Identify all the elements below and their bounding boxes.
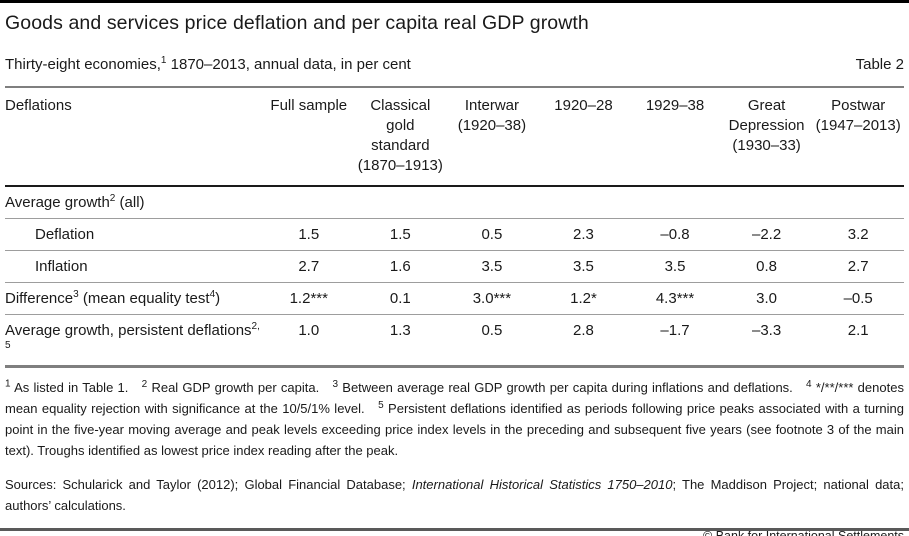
cell-value: 1.5 xyxy=(354,218,447,251)
cell-value: 3.2 xyxy=(812,218,904,251)
cell-value: 1.5 xyxy=(263,218,355,251)
column-header-full-sample: Full sample xyxy=(263,87,355,187)
footnote-marker-4: 4 xyxy=(806,378,812,390)
sources-text-cont: ; The Maddison Project; national data; a… xyxy=(5,477,904,513)
section-label: Average growth2 (all) xyxy=(5,186,904,219)
column-header-deflations: Deflations xyxy=(5,87,263,187)
section-label-text-cont: (all) xyxy=(115,194,145,211)
footnote-text-5: Persistent deflations identified as peri… xyxy=(5,401,904,458)
page-title: Goods and services price deflation and p… xyxy=(5,12,589,34)
table-header: Deflations Full sample Classical gold st… xyxy=(5,87,904,187)
subtitle-text: Thirty-eight economies, xyxy=(5,56,161,73)
table-row-deflation: Deflation 1.5 1.5 0.5 2.3 –0.8 –2.2 3.2 xyxy=(5,218,904,251)
cell-value: 0.5 xyxy=(481,322,503,339)
column-header-1929-38: 1929–38 xyxy=(629,87,721,187)
difference-label-mid: (mean equality test xyxy=(78,290,210,307)
footnote-marker-5: 5 xyxy=(378,399,384,411)
cell-value: 3.5 xyxy=(629,250,721,283)
column-header-interwar: Interwar (1920–38) xyxy=(446,87,538,187)
footnote-marker-3: 3 xyxy=(332,378,339,390)
footnotes-paragraph: 1 As listed in Table 1. 2 Real GDP growt… xyxy=(5,377,904,461)
footnote-marker-2: 2 xyxy=(141,378,148,390)
copyright-notice: © Bank for International Settlements xyxy=(703,529,904,536)
top-rule-bar xyxy=(0,0,909,3)
row-label-deflation: Deflation xyxy=(5,218,263,251)
cell-value: 2.7 xyxy=(812,250,904,283)
cell-value: 3.0 xyxy=(720,282,813,315)
difference-label-text: Difference xyxy=(5,290,74,307)
cell-value: 2.3 xyxy=(537,218,630,251)
cell-value: 0.1 xyxy=(354,282,447,315)
cell-value: 0.8 xyxy=(720,250,813,283)
cell-value: –3.3 xyxy=(751,322,782,339)
cell-value: 1.2*** xyxy=(263,282,355,315)
cell-value: 3.5 xyxy=(446,250,538,283)
table-row-section-average-growth-all: Average growth2 (all) xyxy=(5,186,904,219)
cell-value: 3.0*** xyxy=(446,282,538,315)
subtitle-footnote-marker: 1 xyxy=(160,55,167,66)
cell-value: –0.8 xyxy=(629,218,721,251)
column-header-1920-28: 1920–28 xyxy=(537,87,630,187)
bottom-rule-bar xyxy=(0,528,909,531)
column-header-great-depression: Great Depression (1930–33) xyxy=(720,87,813,187)
row-label-persistent-deflations: Average growth, persistent deflations2, … xyxy=(5,315,263,367)
cell-value: –2.2 xyxy=(720,218,813,251)
cell-value: 1.0 xyxy=(298,322,320,339)
subtitle-text-cont: 1870–2013, annual data, in per cent xyxy=(166,56,411,73)
persistent-label-text: Average growth, persistent deflations xyxy=(5,322,252,339)
row-label-difference: Difference3 (mean equality test4) xyxy=(5,282,263,315)
section-label-text: Average growth xyxy=(5,194,110,211)
cell-value: 2.1 xyxy=(847,322,869,339)
cell-value: 3.5 xyxy=(537,250,630,283)
subtitle: Thirty-eight economies,1 1870–2013, annu… xyxy=(5,55,411,74)
footnote-text-4: */**/*** denotes mean equality rejection… xyxy=(5,380,904,416)
sources-paragraph: Sources: Schularick and Taylor (2012); G… xyxy=(5,474,904,516)
footnote-text-1: As listed in Table 1. xyxy=(14,380,129,395)
header-row: Deflations Full sample Classical gold st… xyxy=(5,87,904,187)
cell-value: 2.8 xyxy=(573,322,594,339)
sources-text: Sources: Schularick and Taylor (2012); G… xyxy=(5,477,412,492)
cell-value: –0.5 xyxy=(812,282,904,315)
row-label-inflation: Inflation xyxy=(5,250,263,283)
section-label-footnote-marker: 2 xyxy=(109,193,116,204)
column-header-classical-gold-standard: Classical gold standard (1870–1913) xyxy=(354,87,447,187)
cell-value: 1.3 xyxy=(389,322,411,339)
footnote-text-3: Between average real GDP growth per capi… xyxy=(342,380,793,395)
cell-value: 4.3*** xyxy=(629,282,721,315)
table-row-inflation: Inflation 2.7 1.6 3.5 3.5 3.5 0.8 2.7 xyxy=(5,250,904,283)
column-header-postwar: Postwar (1947–2013) xyxy=(812,87,904,187)
footnote-text-2: Real GDP growth per capita. xyxy=(151,380,320,395)
table-row-difference: Difference3 (mean equality test4) 1.2***… xyxy=(5,282,904,315)
cell-value: 2.7 xyxy=(263,250,355,283)
difference-footnote-marker-3: 3 xyxy=(73,289,79,300)
cell-value: –1.7 xyxy=(660,322,690,339)
table-number-label: Table 2 xyxy=(855,56,904,73)
table-row-persistent-deflations: Average growth, persistent deflations2, … xyxy=(5,315,904,367)
sources-italic-title: International Historical Statistics 1750… xyxy=(411,477,673,492)
data-table: Deflations Full sample Classical gold st… xyxy=(5,86,904,368)
cell-value: 1.6 xyxy=(354,250,447,283)
persistent-footnote-marker: 2, 5 xyxy=(5,321,260,351)
footnote-marker-1: 1 xyxy=(5,378,11,390)
table-body: Average growth2 (all) Deflation 1.5 1.5 … xyxy=(5,186,904,367)
difference-footnote-marker-4: 4 xyxy=(209,289,216,300)
cell-value: 0.5 xyxy=(446,218,538,251)
subtitle-row: Thirty-eight economies,1 1870–2013, annu… xyxy=(5,55,904,74)
difference-label-close: ) xyxy=(215,290,221,307)
cell-value: 1.2* xyxy=(537,282,630,315)
